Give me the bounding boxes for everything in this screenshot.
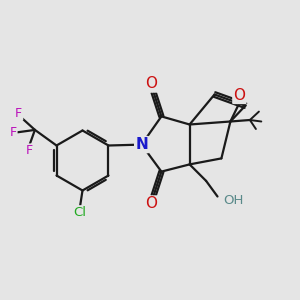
Text: Cl: Cl: [74, 206, 87, 219]
Text: OH: OH: [223, 194, 243, 208]
Text: O: O: [145, 196, 157, 211]
Text: F: F: [10, 126, 16, 139]
Text: N: N: [135, 137, 148, 152]
Text: O: O: [145, 76, 157, 92]
Text: O: O: [233, 88, 245, 103]
Text: F: F: [26, 144, 33, 158]
Text: F: F: [15, 106, 22, 120]
